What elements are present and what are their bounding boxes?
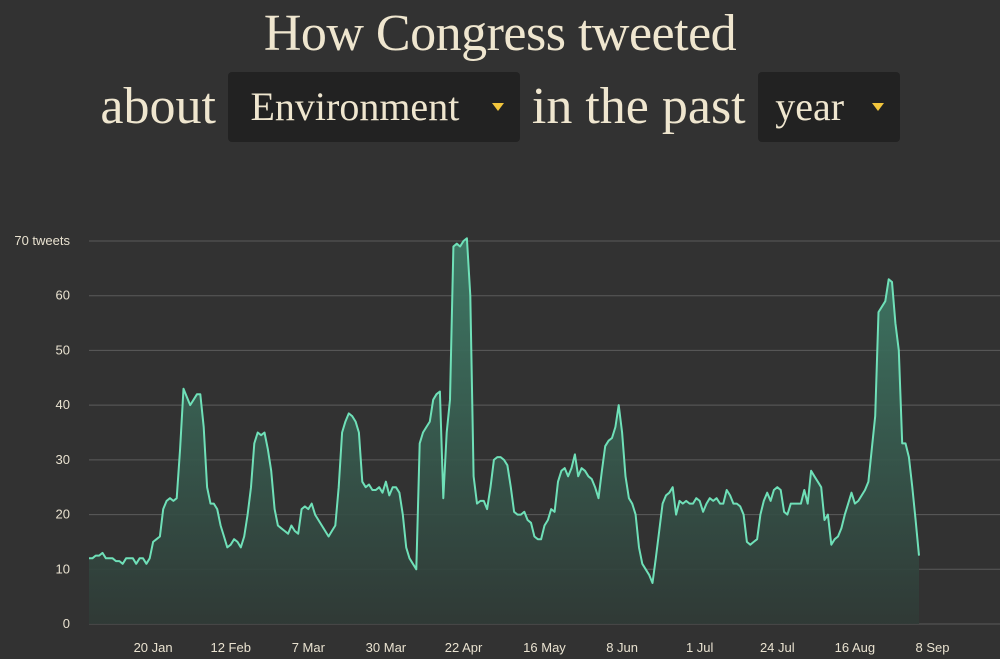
y-tick-label: 10 — [56, 561, 70, 576]
x-tick-label: 30 Mar — [366, 640, 407, 655]
x-tick-label: 16 Aug — [835, 640, 876, 655]
x-tick-label: 8 Sep — [916, 640, 950, 655]
y-tick-label: 50 — [56, 342, 70, 357]
headline-prefix: about — [100, 78, 216, 135]
x-tick-label: 1 Jul — [686, 640, 714, 655]
topic-dropdown[interactable]: Environment — [227, 72, 520, 142]
x-axis: 20 Jan 12 Feb 7 Mar 30 Mar 22 Apr 16 May 8 Jun… — [134, 640, 950, 655]
page-title: How Congress tweeted — [263, 5, 737, 62]
x-tick-label: 22 Apr — [445, 640, 483, 655]
headline-middle: in the past — [531, 78, 746, 135]
x-tick-label: 7 Mar — [292, 640, 326, 655]
x-tick-label: 16 May — [523, 640, 566, 655]
caret-down-icon — [871, 103, 884, 111]
x-tick-label: 20 Jan — [134, 640, 173, 655]
headline-sentence: about Environment in the past year — [0, 71, 1000, 143]
y-tick-label: 70 tweets — [14, 233, 70, 248]
y-axis: 0 10 20 30 40 50 60 70 tweets — [14, 233, 70, 631]
x-tick-label: 8 Jun — [606, 640, 638, 655]
y-tick-label: 20 — [56, 507, 70, 522]
x-tick-label: 12 Feb — [210, 640, 250, 655]
topic-dropdown-value: Environment — [250, 84, 460, 129]
y-tick-label: 0 — [63, 616, 70, 631]
series-area-fill — [89, 238, 919, 625]
y-tick-label: 40 — [56, 397, 70, 412]
y-tick-label: 60 — [56, 288, 70, 303]
y-tick-label: 30 — [56, 452, 70, 467]
caret-down-icon — [491, 103, 504, 111]
series-line — [89, 237, 920, 584]
period-dropdown-value: year — [775, 84, 845, 129]
series-area — [89, 237, 920, 625]
x-tick-label: 24 Jul — [760, 640, 795, 655]
period-dropdown[interactable]: year — [757, 72, 900, 142]
